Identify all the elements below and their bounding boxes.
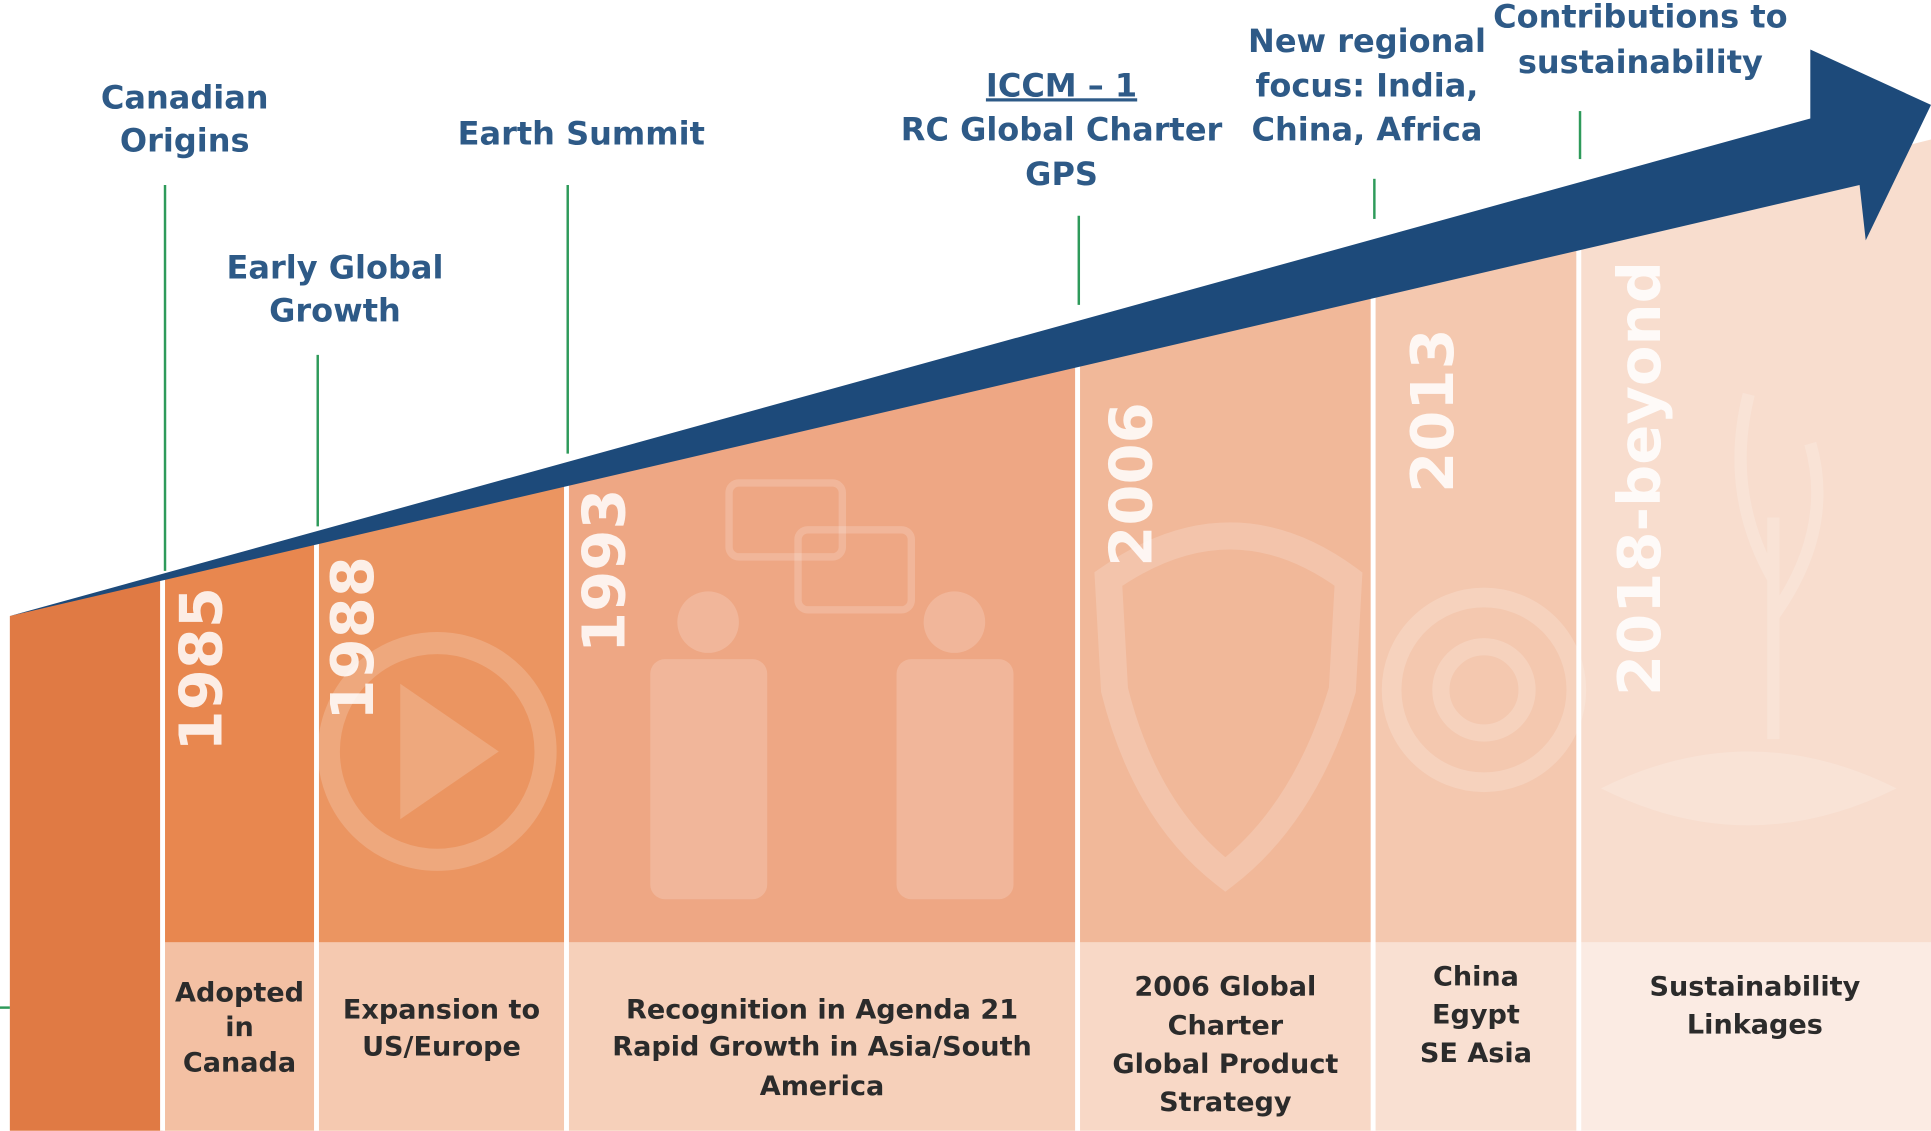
description: 2006 Global [1134,971,1316,1002]
description: Adopted [175,977,304,1008]
year-label: 1985 [167,587,236,752]
year-label: 2018-beyond [1605,261,1674,696]
description: Global Product [1112,1049,1338,1080]
description: America [760,1071,885,1102]
person-icon [924,591,986,653]
description: Recognition in Agenda 21 [626,995,1018,1026]
year-label: 2006 [1096,402,1165,567]
description: Rapid Growth in Asia/South [612,1032,1032,1063]
milestone-label: Early Global [227,249,444,287]
milestone-label: ICCM – 1 [986,66,1137,104]
year-label: 2013 [1398,328,1467,493]
milestone-label: China, Africa [1252,111,1483,149]
person-icon [650,659,767,899]
milestone-label: Earth Summit [458,114,705,152]
milestone-label: RC Global Charter [901,111,1223,149]
description: Canada [183,1048,296,1079]
description: SE Asia [1420,1038,1532,1069]
year-label: 1993 [569,488,638,653]
description: US/Europe [362,1032,521,1063]
description: Linkages [1687,1009,1823,1040]
milestone-label: GPS [1025,155,1098,193]
description: Sustainability [1650,971,1861,1002]
milestone-label: Growth [269,292,401,330]
person-icon [677,591,739,653]
year-label: 1988 [318,556,387,721]
description: Egypt [1432,1000,1520,1031]
left-strip [10,578,163,1131]
milestone-label: Canadian [101,79,269,117]
person-icon [897,659,1014,899]
description: Charter [1168,1011,1284,1042]
milestone-label: focus: India, [1255,66,1478,104]
description: China [1433,961,1519,992]
description: Expansion to [343,995,540,1026]
milestone-label: sustainability [1518,43,1763,81]
description: in [225,1012,254,1043]
description: Strategy [1159,1087,1292,1118]
milestone-label: Contributions to [1493,0,1787,35]
milestone-label: New regional [1248,22,1486,60]
page: {"milestones": [ {"label": ["Canadian", … [0,0,1931,1131]
milestone-label: Origins [120,122,250,160]
timeline-diagram: Canadian Origins 1985 Adopted in Canada Early … [0,0,1931,1131]
